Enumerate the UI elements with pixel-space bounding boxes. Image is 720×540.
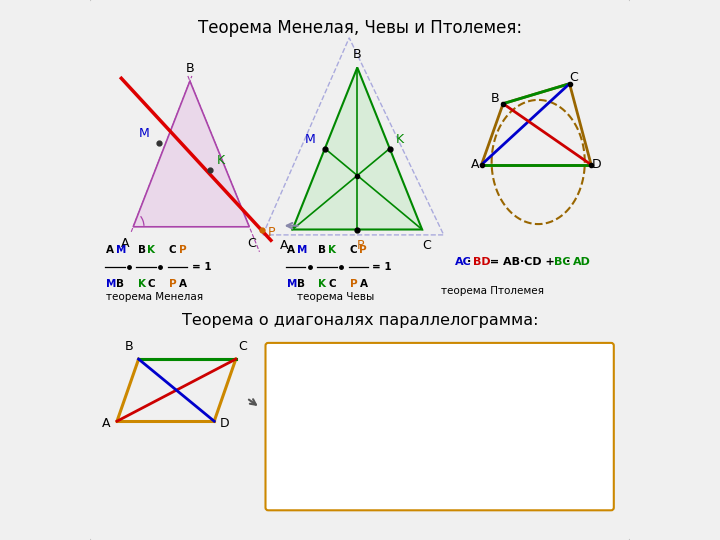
Text: 2: 2 xyxy=(410,400,416,409)
Text: AC: AC xyxy=(454,257,472,267)
Text: B: B xyxy=(186,62,194,75)
Text: C: C xyxy=(570,71,578,84)
Text: Сумма квадратов диагоналей: Сумма квадратов диагоналей xyxy=(275,354,466,367)
Text: K: K xyxy=(328,245,336,255)
Text: M: M xyxy=(139,127,150,140)
Text: C: C xyxy=(328,279,336,289)
Text: B: B xyxy=(353,48,361,61)
Text: AD: AD xyxy=(572,257,590,267)
Text: A: A xyxy=(121,237,130,249)
Text: 2: 2 xyxy=(447,400,454,409)
Text: BD: BD xyxy=(354,406,376,420)
Text: P: P xyxy=(350,279,357,289)
Text: C: C xyxy=(238,340,247,353)
Polygon shape xyxy=(292,68,422,230)
Text: B: B xyxy=(297,279,305,289)
Text: Теорема Менелая, Чевы и Птолемея:: Теорема Менелая, Чевы и Птолемея: xyxy=(198,19,522,37)
Text: A: A xyxy=(107,245,114,255)
Text: A: A xyxy=(179,279,186,289)
Text: AC: AC xyxy=(311,406,333,420)
Text: P: P xyxy=(179,245,186,255)
Text: C: C xyxy=(248,237,256,249)
Text: теорема Менелая: теорема Менелая xyxy=(107,292,203,302)
Text: B: B xyxy=(125,340,133,353)
Text: теорема Птолемея: теорема Птолемея xyxy=(441,286,544,296)
FancyBboxPatch shape xyxy=(266,343,613,510)
Text: равна: равна xyxy=(502,354,542,367)
Text: B: B xyxy=(491,92,499,105)
Text: BC: BC xyxy=(554,257,570,267)
Text: A: A xyxy=(471,158,480,171)
Text: D: D xyxy=(592,158,601,171)
Text: ·: · xyxy=(467,257,471,267)
Text: сумме квадратов длин его сторон:: сумме квадратов длин его сторон: xyxy=(275,373,492,386)
Text: M: M xyxy=(107,279,117,289)
Text: Теорема о диагоналях параллелограмма:: Теорема о диагоналях параллелограмма: xyxy=(181,313,539,328)
Text: B: B xyxy=(138,245,145,255)
Text: A: A xyxy=(359,279,367,289)
Text: параллелограмма: параллелограмма xyxy=(422,354,535,367)
Text: M: M xyxy=(116,245,126,255)
Text: = 1: = 1 xyxy=(372,262,392,272)
Text: +: + xyxy=(337,406,359,420)
Text: P: P xyxy=(168,279,176,289)
Text: + 2BC: + 2BC xyxy=(415,406,467,420)
Text: = AB·CD +: = AB·CD + xyxy=(485,257,558,267)
Text: B: B xyxy=(116,279,124,289)
Text: M: M xyxy=(287,279,297,289)
Text: B: B xyxy=(318,245,326,255)
Text: 2: 2 xyxy=(330,400,336,409)
Text: K: K xyxy=(138,279,145,289)
Text: C: C xyxy=(148,279,155,289)
Text: M: M xyxy=(297,245,307,255)
Text: K: K xyxy=(148,245,156,255)
Text: 2: 2 xyxy=(372,400,379,409)
Text: P: P xyxy=(269,226,276,239)
Text: A: A xyxy=(102,417,111,430)
Text: = 1: = 1 xyxy=(192,262,211,272)
Polygon shape xyxy=(133,81,249,227)
Text: A: A xyxy=(280,239,289,252)
Text: K: K xyxy=(396,133,405,146)
Text: M: M xyxy=(305,133,315,146)
Text: C: C xyxy=(168,245,176,255)
Text: A: A xyxy=(287,245,295,255)
Text: = 2AB: = 2AB xyxy=(377,406,430,420)
FancyBboxPatch shape xyxy=(87,0,633,540)
Text: C: C xyxy=(350,245,357,255)
Text: P: P xyxy=(356,239,364,252)
Text: K: K xyxy=(318,279,326,289)
Text: BD: BD xyxy=(473,257,491,267)
Text: теорема Чевы: теорема Чевы xyxy=(297,292,374,302)
Text: K: K xyxy=(217,154,225,167)
Text: C: C xyxy=(422,239,431,252)
Text: ·: · xyxy=(566,257,570,267)
Text: P: P xyxy=(359,245,367,255)
Text: D: D xyxy=(220,417,229,430)
